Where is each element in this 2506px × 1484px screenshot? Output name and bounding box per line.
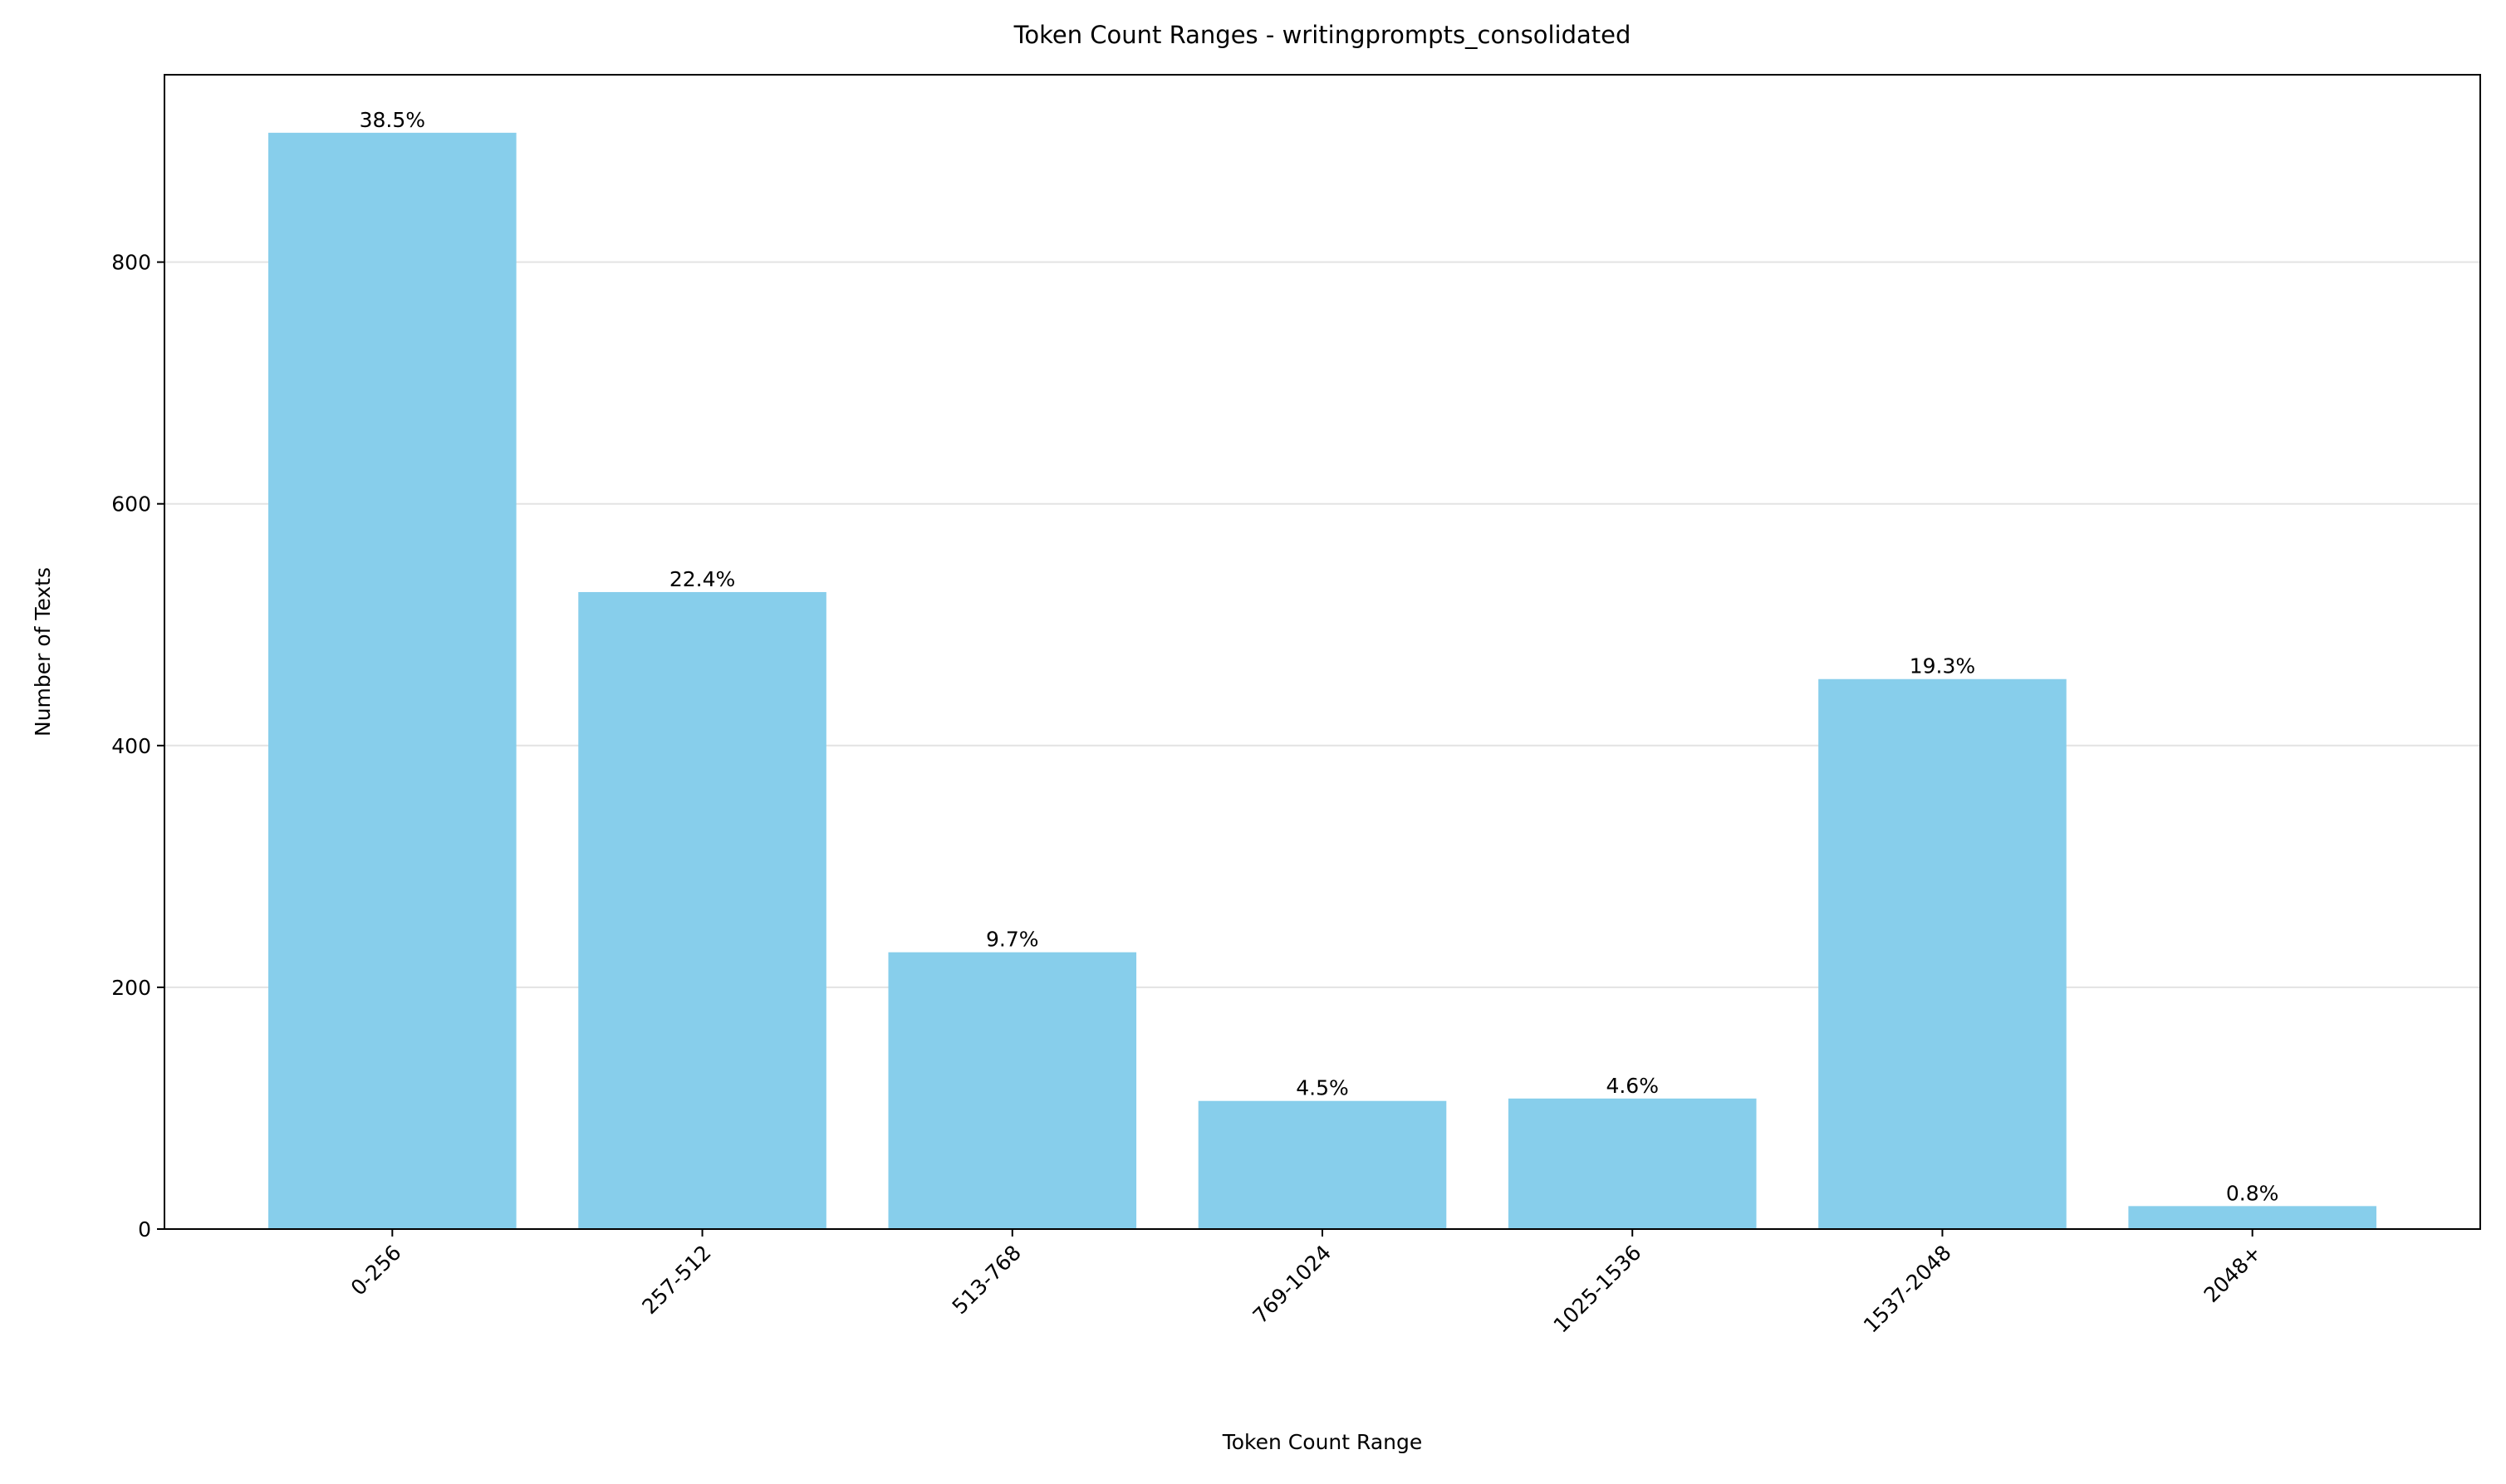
x-tick-label: 257-512 [637, 1241, 715, 1319]
x-axis-label: Token Count Range [1222, 1430, 1423, 1454]
x-tick-label: 0-256 [346, 1241, 406, 1300]
x-tick-label: 513-768 [948, 1241, 1026, 1319]
bar [1818, 678, 2067, 1229]
data-label: 9.7% [986, 928, 1039, 952]
data-label: 4.6% [1606, 1074, 1659, 1098]
y-tick-label: 400 [111, 734, 151, 758]
data-label: 38.5% [360, 108, 425, 132]
bar [2128, 1206, 2376, 1229]
bar [578, 591, 826, 1229]
x-tick-label: 1025-1536 [1549, 1241, 1646, 1338]
bar [1508, 1098, 1757, 1229]
y-tick-label: 0 [138, 1217, 151, 1242]
x-tick-label: 769-1024 [1248, 1241, 1336, 1329]
data-label: 19.3% [1910, 654, 1975, 678]
y-tick-label: 800 [111, 251, 151, 275]
y-tick-label: 200 [111, 976, 151, 1000]
data-label: 0.8% [2226, 1181, 2279, 1205]
x-tick-label: 1537-2048 [1859, 1241, 1956, 1338]
y-axis-label: Number of Texts [31, 567, 55, 737]
bar [888, 952, 1137, 1229]
bar [268, 132, 517, 1229]
y-tick-label: 600 [111, 492, 151, 517]
bar [1198, 1100, 1447, 1229]
data-label: 4.5% [1296, 1076, 1349, 1100]
plot-frame [164, 74, 2481, 1230]
chart-title: Token Count Ranges - writingprompts_cons… [1013, 21, 1631, 49]
data-label: 22.4% [669, 567, 735, 591]
x-tick-label: 2048+ [2199, 1241, 2266, 1307]
